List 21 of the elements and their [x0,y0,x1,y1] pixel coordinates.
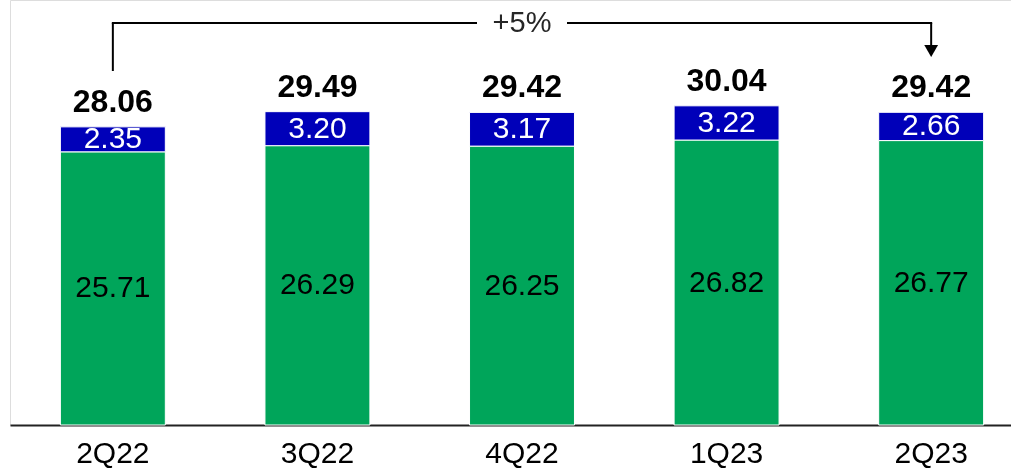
data-label: 3.20 [288,110,347,144]
data-label: 2.35 [83,121,143,155]
data-label: 26.29 [279,267,355,301]
data-label: 25.71 [75,270,151,304]
x-tick-label: 1Q23 [689,435,764,469]
data-label: 26.82 [689,264,765,298]
data-label: 2.66 [901,108,961,142]
data-label: 26.25 [484,267,560,301]
x-tick-label: 3Q22 [280,435,355,469]
data-label: 26.77 [893,264,969,298]
x-tick-label: 2Q23 [894,435,968,469]
x-tick-label: 2Q22 [76,435,150,469]
data-label: 3.17 [492,111,552,145]
x-tick-label: 4Q22 [485,435,559,469]
total-label: 29.42 [891,68,972,105]
total-label: 29.42 [481,68,563,105]
annotation: +5% [492,6,552,38]
total-label: 28.06 [72,82,153,119]
total-label: 30.04 [686,61,767,98]
total-label: 29.49 [277,67,358,104]
data-label: 3.22 [697,104,756,138]
